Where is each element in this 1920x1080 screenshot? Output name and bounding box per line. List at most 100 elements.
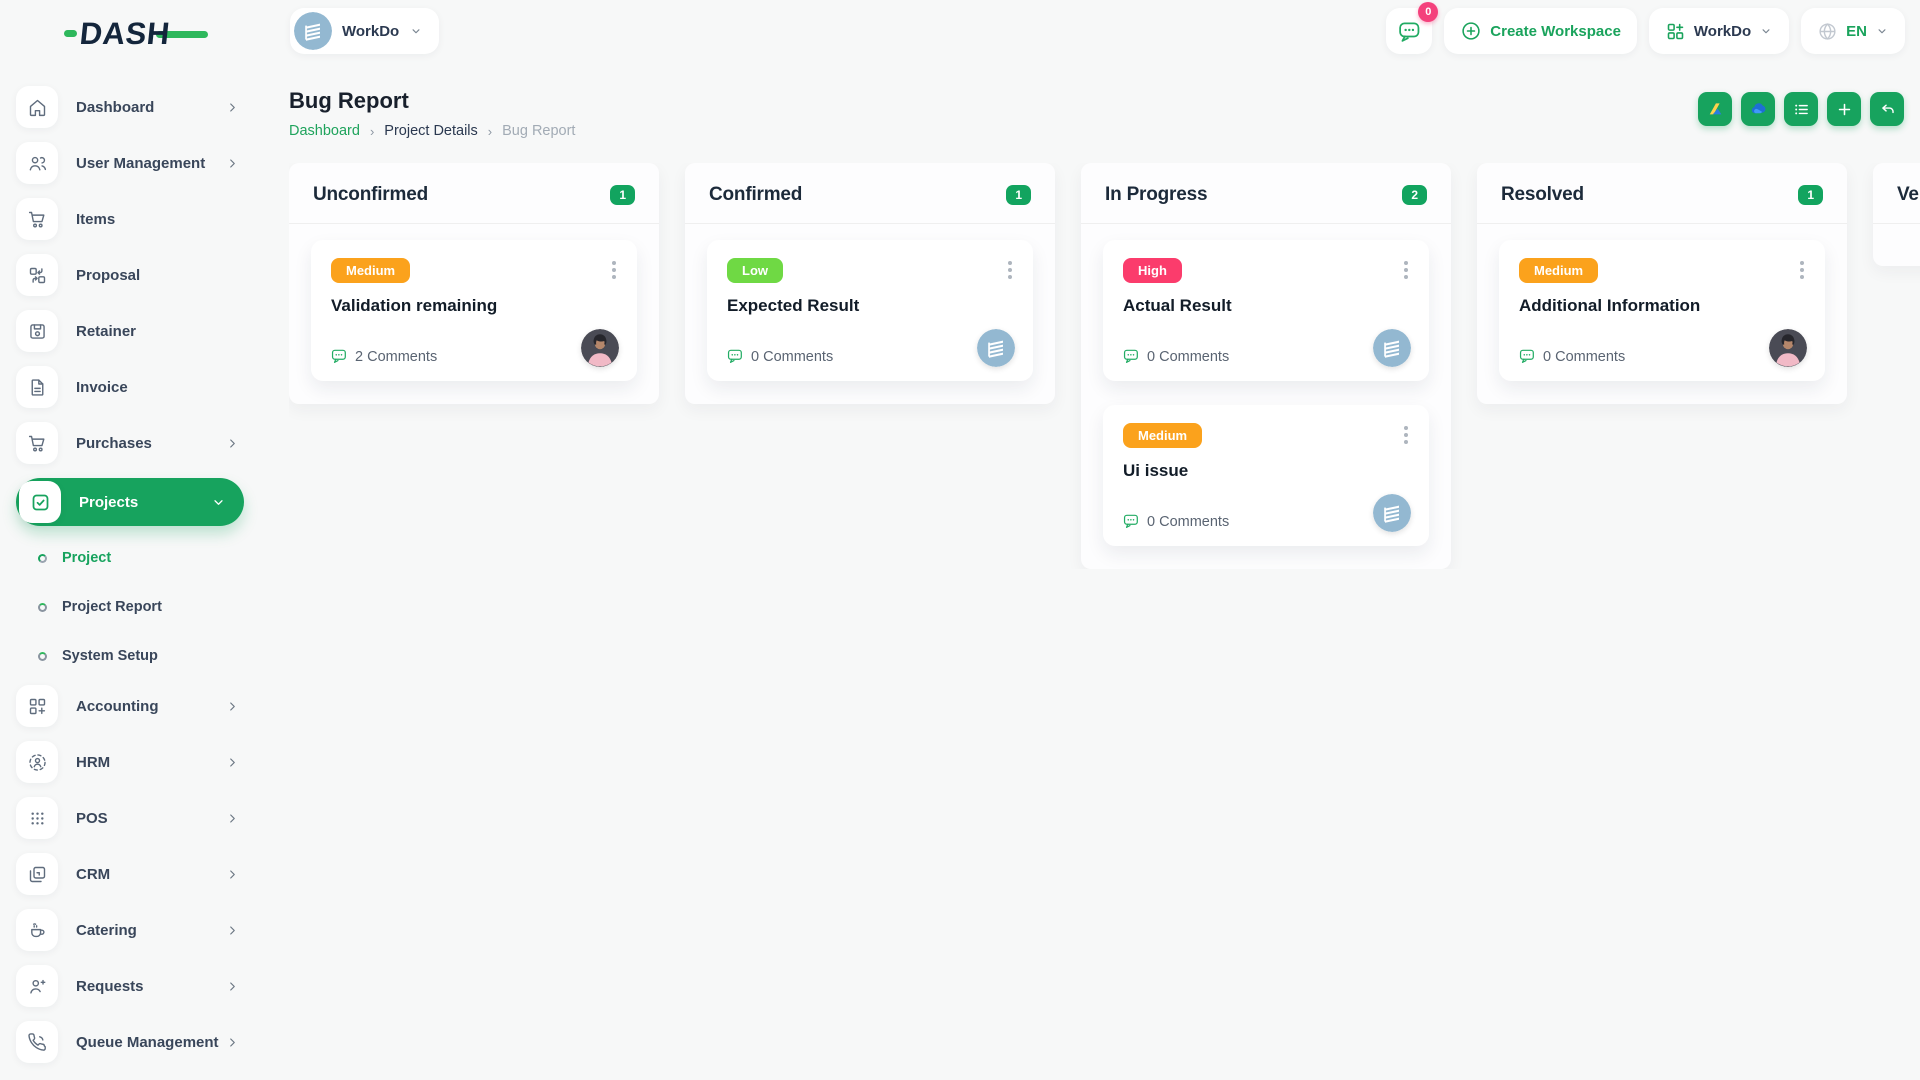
comments-count: 0 Comments [1147, 513, 1230, 530]
kanban-card[interactable]: Low Expected Result 0 Comments [707, 240, 1033, 381]
column-title: In Progress [1105, 184, 1208, 205]
assignee-avatar [1769, 329, 1807, 367]
empty-column-body [1873, 224, 1920, 266]
sidebar-item-pos[interactable]: POS [16, 797, 244, 839]
copy-icon [16, 853, 58, 895]
brand-logo[interactable]: DASH [64, 16, 208, 51]
kanban-card[interactable]: Medium Additional Information 0 Comments [1499, 240, 1825, 381]
person-target-icon [16, 741, 58, 783]
users-icon [16, 142, 58, 184]
card-menu-button[interactable] [1006, 259, 1014, 281]
sidebar-subitem-project-report[interactable]: Project Report [38, 587, 244, 627]
create-workspace-button[interactable]: Create Workspace [1444, 8, 1637, 54]
card-menu-button[interactable] [1798, 259, 1806, 281]
sidebar: Dashboard User Management Items Proposal… [16, 86, 244, 1077]
card-title: Ui issue [1123, 461, 1189, 480]
kanban-card[interactable]: Medium Ui issue 0 Comments [1103, 405, 1429, 546]
card-menu-button[interactable] [610, 259, 618, 281]
sidebar-item-catering[interactable]: Catering [16, 909, 244, 951]
topbar-right: 0 Create Workspace WorkDo [1386, 2, 1905, 54]
chevron-right-icon [230, 925, 235, 935]
sidebar-item-requests[interactable]: Requests [16, 965, 244, 1007]
sidebar-item-invoice[interactable]: Invoice [16, 366, 244, 408]
comment-icon [1123, 514, 1138, 528]
workspace-avatar [294, 12, 332, 50]
column-header: Confirmed 1 [685, 163, 1055, 224]
kanban-column-resolved: Resolved 1 Medium Additional Information… [1477, 163, 1847, 404]
sidebar-item-hrm[interactable]: HRM [16, 741, 244, 783]
brand-name: DASH [78, 16, 172, 51]
column-header: In Progress 2 [1081, 163, 1451, 224]
chevron-right-icon [230, 981, 235, 991]
add-button[interactable] [1827, 92, 1861, 126]
chevron-right-icon [230, 102, 235, 112]
kanban-card[interactable]: Medium Validation remaining 2 Comments [311, 240, 637, 381]
sidebar-item-retainer[interactable]: Retainer [16, 310, 244, 352]
priority-badge: Low [727, 258, 783, 283]
language-label: EN [1846, 22, 1867, 40]
kanban-card[interactable]: High Actual Result 0 Comments [1103, 240, 1429, 381]
sidebar-item-crm[interactable]: CRM [16, 853, 244, 895]
chevron-right-icon [230, 1037, 235, 1047]
list-view-button[interactable] [1784, 92, 1818, 126]
card-title: Actual Result [1123, 296, 1232, 315]
projects-submenu: Project Project Report System Setup [38, 538, 244, 676]
sidebar-item-projects[interactable]: Projects [16, 478, 244, 526]
language-selector[interactable]: EN [1801, 8, 1905, 54]
sidebar-subitem-project[interactable]: Project [38, 538, 244, 578]
topbar: DASH WorkDo 0 Create Workspace [0, 0, 1920, 64]
sidebar-item-proposal[interactable]: Proposal [16, 254, 244, 296]
chevron-right-icon [230, 701, 235, 711]
breadcrumb: Dashboard › Project Details › Bug Report [289, 123, 575, 139]
logo-dash-shape [64, 30, 77, 37]
card-menu-button[interactable] [1402, 259, 1410, 281]
breadcrumb-current: Bug Report [502, 123, 576, 139]
chat-bubble-icon [1399, 21, 1420, 42]
workspace-selector[interactable]: WorkDo [290, 8, 440, 54]
priority-badge: High [1123, 258, 1182, 283]
messages-button[interactable]: 0 [1386, 2, 1439, 54]
document-icon [16, 366, 58, 408]
sidebar-item-accounting[interactable]: Accounting [16, 685, 244, 727]
create-workspace-label: Create Workspace [1490, 22, 1621, 40]
bullet-circle-icon [38, 602, 47, 612]
column-count-badge: 1 [610, 185, 635, 205]
card-title: Additional Information [1519, 296, 1701, 315]
workspace-avatar [1373, 494, 1411, 532]
back-button[interactable] [1870, 92, 1904, 126]
dots-grid-icon [16, 797, 58, 839]
sidebar-item-items[interactable]: Items [16, 198, 244, 240]
card-menu-button[interactable] [1402, 424, 1410, 446]
coffee-cup-icon [16, 909, 58, 951]
sidebar-subitem-system-setup[interactable]: System Setup [38, 636, 244, 676]
sidebar-item-purchases[interactable]: Purchases [16, 422, 244, 464]
comments-count: 2 Comments [355, 348, 438, 365]
sidebar-item-queue-management[interactable]: Queue Management [16, 1021, 244, 1063]
column-title: Resolved [1501, 184, 1584, 205]
swap-boxes-icon [16, 254, 58, 296]
column-count-badge: 1 [1798, 185, 1823, 205]
chevron-right-icon [230, 869, 235, 879]
chevron-down-icon [214, 499, 223, 505]
breadcrumb-separator: › [487, 123, 493, 139]
google-drive-button[interactable] [1698, 92, 1732, 126]
chevron-down-icon [412, 29, 420, 34]
workspace-menu-button[interactable]: WorkDo [1648, 8, 1790, 54]
chevron-right-icon [230, 813, 235, 823]
breadcrumb-project-details[interactable]: Project Details [384, 123, 478, 139]
globe-icon [1819, 22, 1836, 40]
bullet-circle-icon [38, 651, 47, 661]
page-title: Bug Report [289, 88, 409, 113]
chevron-right-icon [230, 158, 235, 168]
card-title: Expected Result [727, 296, 860, 315]
cart-icon [16, 198, 58, 240]
column-count-badge: 1 [1006, 185, 1031, 205]
workspace-name: WorkDo [342, 22, 400, 40]
page-header: Bug Report Dashboard › Project Details ›… [289, 88, 1920, 139]
kanban-column-confirmed: Confirmed 1 Low Expected Result 0 Commen… [685, 163, 1055, 404]
sidebar-item-user-management[interactable]: User Management [16, 142, 244, 184]
sidebar-item-dashboard[interactable]: Dashboard [16, 86, 244, 128]
breadcrumb-dashboard[interactable]: Dashboard [289, 123, 360, 139]
google-drive-icon [1709, 102, 1721, 114]
onedrive-button[interactable] [1741, 92, 1775, 126]
